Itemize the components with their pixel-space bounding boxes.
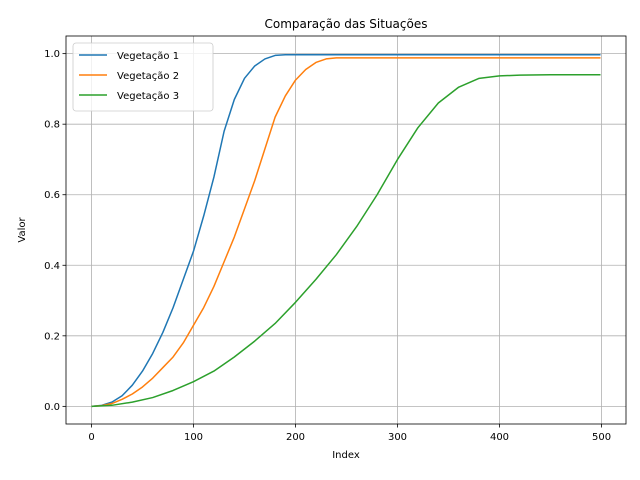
y-tick-label: 0.8 <box>44 120 60 131</box>
x-tick-label: 400 <box>490 432 509 443</box>
legend-label-2: Vegetação 2 <box>117 71 179 82</box>
y-tick-label: 0.4 <box>44 261 60 272</box>
legend: Vegetação 1 Vegetação 2 Vegetação 3 <box>72 42 214 112</box>
series-line-2 <box>91 57 601 408</box>
axis-ticks: 0 100 200 300 400 500 0.0 0.2 0.4 0.6 0.8 1.0 <box>44 49 611 443</box>
x-tick-label: 200 <box>286 432 305 443</box>
chart-title: Comparação das Situações <box>264 17 427 31</box>
y-tick-label: 0.0 <box>44 402 60 413</box>
x-axis-label: Index <box>332 450 360 461</box>
legend-label-3: Vegetação 3 <box>117 91 179 102</box>
y-tick-label: 0.6 <box>44 190 60 201</box>
plot-frame <box>65 35 627 425</box>
y-tick-label: 1.0 <box>44 49 60 60</box>
series-line-3 <box>91 74 601 408</box>
series-line-1 <box>91 53 601 408</box>
x-tick-label: 500 <box>592 432 611 443</box>
legend-box <box>72 42 214 112</box>
x-tick-label: 300 <box>388 432 407 443</box>
y-tick-label: 0.2 <box>44 331 60 342</box>
x-tick-label: 0 <box>88 432 94 443</box>
series-lines <box>91 53 601 408</box>
legend-label-1: Vegetação 1 <box>117 51 179 62</box>
x-tick-label: 100 <box>184 432 203 443</box>
grid <box>66 36 626 424</box>
y-axis-label: Valor <box>17 217 28 243</box>
